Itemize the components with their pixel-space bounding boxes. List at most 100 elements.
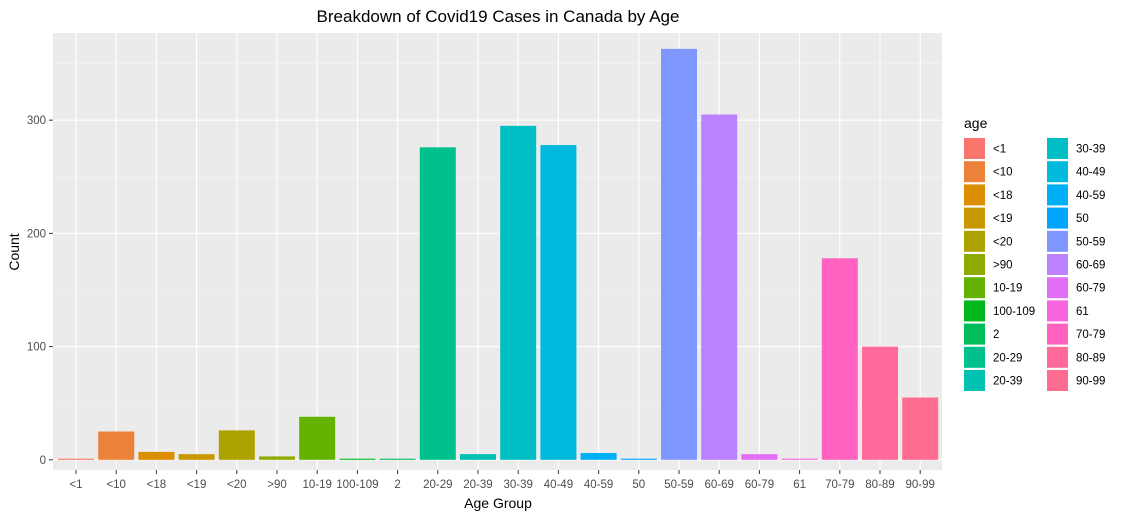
legend-key bbox=[1047, 138, 1068, 159]
legend-label: 70-79 bbox=[1076, 329, 1105, 341]
bars bbox=[58, 48, 939, 460]
legend-key bbox=[1047, 184, 1068, 206]
legend-key bbox=[1047, 346, 1068, 368]
bar bbox=[620, 458, 657, 460]
legend-key bbox=[1047, 254, 1068, 275]
legend-key bbox=[1047, 207, 1068, 229]
x-tick-label: 10-19 bbox=[302, 479, 331, 491]
x-tick-label: 20-39 bbox=[463, 479, 492, 491]
legend-label: 2 bbox=[993, 329, 999, 341]
legend-label: 50-59 bbox=[1076, 236, 1105, 248]
x-tick-label: >90 bbox=[267, 479, 287, 491]
y-tick-label: 100 bbox=[27, 342, 46, 354]
x-tick-label: 60-69 bbox=[704, 479, 733, 491]
legend-key bbox=[964, 300, 985, 322]
legend: age <1 <10 <18 <19 <20 >90 10-19 100-109 2 20-29 2… bbox=[964, 115, 1105, 391]
x-tick-label: 90-99 bbox=[905, 479, 934, 491]
x-tick-label: <10 bbox=[106, 479, 126, 491]
x-tick-label: 20-29 bbox=[423, 479, 452, 491]
legend-label: 20-29 bbox=[993, 352, 1022, 364]
x-tick-label: 100-109 bbox=[336, 479, 378, 491]
legend-label: 10-19 bbox=[993, 283, 1022, 295]
legend-key bbox=[964, 254, 985, 275]
x-tick-label: 60-79 bbox=[745, 479, 774, 491]
x-tick-label: 50 bbox=[632, 479, 645, 491]
bar bbox=[580, 453, 617, 460]
x-tick-label: 50-59 bbox=[664, 479, 693, 491]
bar bbox=[379, 458, 416, 460]
bar bbox=[500, 125, 537, 460]
bar bbox=[138, 451, 175, 460]
legend-key bbox=[1047, 230, 1068, 252]
x-tick-label: 2 bbox=[394, 479, 400, 491]
bar bbox=[259, 456, 295, 460]
legend-label: 40-59 bbox=[1076, 190, 1105, 202]
legend-label: 60-69 bbox=[1076, 260, 1105, 272]
legend-key bbox=[964, 184, 985, 206]
grid-minor bbox=[53, 63, 942, 404]
y-axis: 0 100 200 300 bbox=[27, 115, 53, 467]
legend-label: <20 bbox=[993, 236, 1013, 248]
legend-label: >90 bbox=[993, 260, 1013, 272]
y-axis-title: Count bbox=[6, 233, 22, 270]
y-tick-label: 300 bbox=[27, 115, 46, 127]
legend-label: <19 bbox=[993, 213, 1013, 225]
legend-key bbox=[964, 138, 985, 159]
x-tick-label: <18 bbox=[147, 479, 167, 491]
bar bbox=[902, 397, 939, 460]
bar bbox=[98, 431, 135, 460]
x-tick-label: <20 bbox=[227, 479, 247, 491]
legend-label: 40-49 bbox=[1076, 167, 1105, 179]
bar bbox=[178, 454, 215, 460]
plot-panel bbox=[53, 33, 942, 470]
legend-label: 50 bbox=[1076, 213, 1089, 225]
x-tick-label: <19 bbox=[187, 479, 207, 491]
legend-label: <18 bbox=[993, 190, 1013, 202]
x-tick-label: 70-79 bbox=[825, 479, 854, 491]
legend-label: 80-89 bbox=[1076, 352, 1105, 364]
bar bbox=[661, 48, 697, 460]
bar bbox=[460, 454, 496, 460]
bar bbox=[218, 430, 255, 460]
legend-key bbox=[964, 346, 985, 368]
bar bbox=[299, 416, 336, 460]
bar bbox=[741, 454, 778, 460]
legend-label: 61 bbox=[1076, 306, 1089, 318]
x-tick-label: 61 bbox=[793, 479, 806, 491]
legend-title: age bbox=[964, 115, 988, 131]
y-tick-label: 200 bbox=[27, 228, 46, 240]
bar bbox=[58, 458, 94, 460]
bar bbox=[540, 145, 577, 460]
bar bbox=[701, 114, 738, 460]
bar bbox=[821, 258, 858, 460]
bar bbox=[339, 458, 376, 460]
legend-label: 90-99 bbox=[1076, 376, 1105, 388]
legend-label: 100-109 bbox=[993, 306, 1035, 318]
x-tick-label: 40-49 bbox=[544, 479, 573, 491]
legend-key bbox=[1047, 370, 1068, 391]
legend-label: 30-39 bbox=[1076, 144, 1105, 156]
legend-key bbox=[1047, 300, 1068, 322]
x-axis-title: Age Group bbox=[464, 495, 532, 511]
legend-label: 60-79 bbox=[1076, 283, 1105, 295]
legend-label: <10 bbox=[993, 167, 1013, 179]
y-tick-label: 0 bbox=[40, 455, 46, 467]
legend-key bbox=[964, 370, 985, 391]
x-tick-label: <1 bbox=[69, 479, 82, 491]
legend-key bbox=[964, 207, 985, 229]
bar bbox=[862, 346, 898, 460]
x-tick-label: 30-39 bbox=[503, 479, 532, 491]
legend-key bbox=[964, 323, 985, 345]
x-axis: <1 <10 <18 <19 <20 >90 10-19 100-109 2 20-29 20-39… bbox=[69, 470, 935, 491]
legend-key bbox=[964, 277, 985, 299]
legend-key bbox=[964, 161, 985, 183]
legend-key bbox=[964, 230, 985, 252]
legend-label: 20-39 bbox=[993, 376, 1022, 388]
chart-title: Breakdown of Covid19 Cases in Canada by … bbox=[317, 7, 680, 26]
legend-key bbox=[1047, 323, 1068, 345]
legend-key bbox=[1047, 277, 1068, 299]
bar bbox=[781, 458, 818, 460]
bar bbox=[419, 147, 456, 460]
x-tick-label: 80-89 bbox=[865, 479, 894, 491]
